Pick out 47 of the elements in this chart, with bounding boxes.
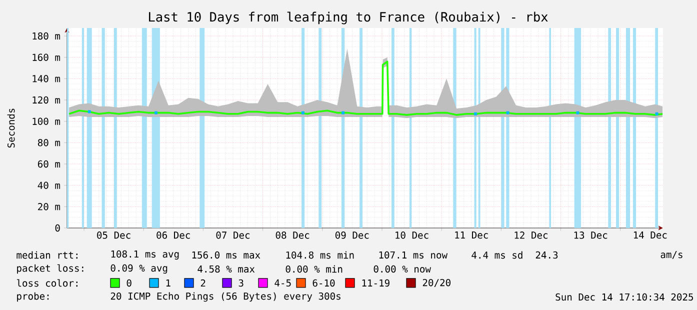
x-tick-label: 07 Dec bbox=[216, 232, 250, 239]
y-tick-label: 180 m bbox=[32, 32, 60, 40]
legend-label: 2 bbox=[200, 279, 206, 287]
text: probe: bbox=[17, 292, 49, 302]
y-tick-label: 160 m bbox=[32, 54, 60, 61]
text: 108.1 ms avg bbox=[111, 250, 179, 260]
text: 0.09 % avg bbox=[110, 264, 168, 274]
text: median rtt: bbox=[16, 251, 78, 259]
chart-title: Last 10 Days from leafping to France (Roubaix) - rbx bbox=[148, 12, 548, 24]
x-tick-label: 11 Dec bbox=[455, 232, 488, 239]
y-tick-label: 40 m bbox=[38, 182, 60, 189]
text: 0.00 % min bbox=[286, 265, 342, 273]
x-tick-label: 13 Dec bbox=[574, 232, 608, 239]
y-tick-label: 20 m bbox=[38, 203, 60, 210]
text: 4.58 % max bbox=[198, 265, 255, 273]
y-tick-label: 120 m bbox=[32, 96, 60, 104]
y-tick-label: 140 m bbox=[32, 75, 60, 82]
x-tick-label: 12 Dec bbox=[514, 232, 548, 239]
text: packet loss: bbox=[17, 264, 84, 274]
legend-label: 4-5 bbox=[274, 279, 291, 287]
legend-title: loss color: bbox=[16, 279, 78, 287]
text: 20 ICMP Echo Pings (56 Bytes) every 300s bbox=[110, 292, 340, 302]
legend-label: 11-19 bbox=[362, 279, 390, 287]
x-tick-label: 08 Dec bbox=[276, 232, 310, 239]
y-axis-title: Seconds bbox=[7, 108, 15, 148]
x-tick-label: 05 Dec bbox=[97, 232, 130, 239]
legend-label: 6-10 bbox=[312, 279, 335, 287]
text: 0.00 % now bbox=[374, 265, 431, 273]
text: am/s bbox=[660, 251, 682, 259]
text: 4.4 ms sd bbox=[472, 251, 522, 259]
text: 104.8 ms min bbox=[286, 251, 354, 259]
legend-label: 3 bbox=[238, 279, 244, 287]
y-tick-label: 100 m bbox=[32, 118, 60, 125]
legend-label: 0 bbox=[126, 279, 132, 287]
text: 107.1 ms now bbox=[379, 251, 448, 259]
legend-label: 20/20 bbox=[422, 278, 450, 287]
text: Sun Dec 14 17:10:34 2025 bbox=[556, 293, 693, 301]
x-tick-label: 10 Dec bbox=[396, 232, 428, 239]
y-tick-label: 60 m bbox=[38, 160, 60, 168]
y-tick-label: 0 bbox=[55, 224, 60, 232]
y-tick-label: 80 m bbox=[38, 139, 60, 146]
x-tick-label: 14 Dec bbox=[634, 232, 667, 239]
text: 24.3 bbox=[536, 251, 558, 259]
legend-label: 1 bbox=[166, 279, 170, 286]
x-tick-label: 09 Dec bbox=[335, 232, 369, 239]
x-tick-label: 06 Dec bbox=[156, 232, 190, 239]
text: 156.0 ms max bbox=[192, 251, 260, 259]
